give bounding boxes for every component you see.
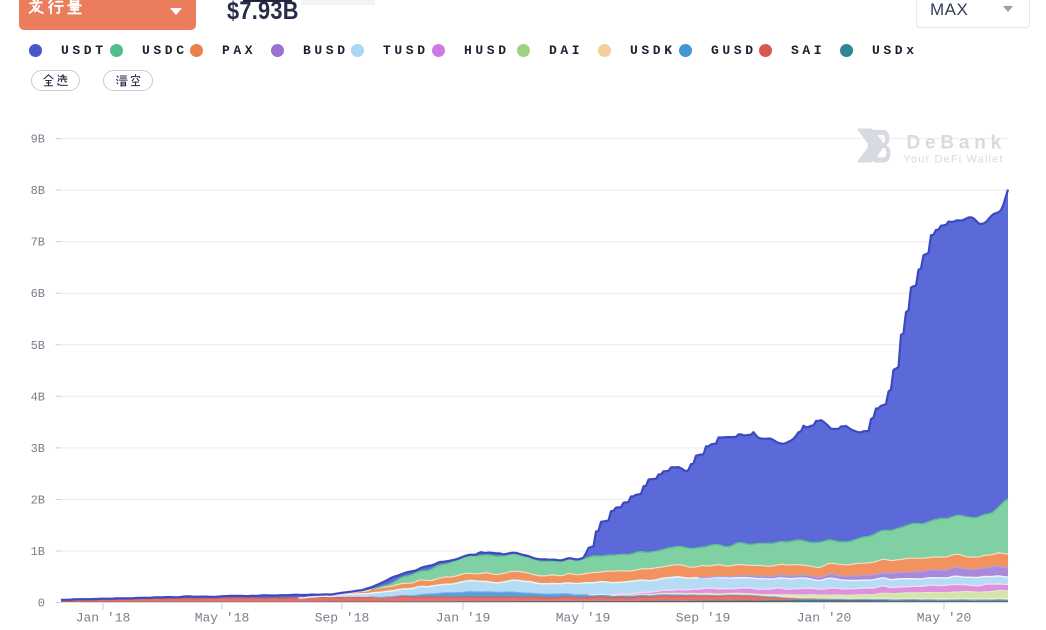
svg-text:Sep '19: Sep '19 [676,611,731,626]
svg-text:7B: 7B [31,236,45,250]
svg-text:May '19: May '19 [556,611,611,626]
svg-text:Jan '20: Jan '20 [797,611,852,626]
svg-text:8B: 8B [31,184,45,198]
svg-text:2B: 2B [31,493,45,507]
svg-text:9B: 9B [31,133,45,147]
svg-text:Your DeFi Wallet: Your DeFi Wallet [904,154,1004,166]
svg-text:Jan '18: Jan '18 [76,611,131,626]
svg-text:B: B [872,121,892,174]
svg-text:1B: 1B [31,545,45,559]
svg-text:Jan '19: Jan '19 [436,611,491,626]
svg-text:Sep '18: Sep '18 [315,611,370,626]
svg-text:May '18: May '18 [195,611,250,626]
svg-text:0: 0 [38,597,45,611]
svg-text:5B: 5B [31,339,45,353]
svg-text:May '20: May '20 [917,611,972,626]
svg-text:3B: 3B [31,442,45,456]
svg-text:DeBank: DeBank [907,133,1007,154]
svg-text:6B: 6B [31,287,45,301]
svg-text:4B: 4B [31,390,45,404]
